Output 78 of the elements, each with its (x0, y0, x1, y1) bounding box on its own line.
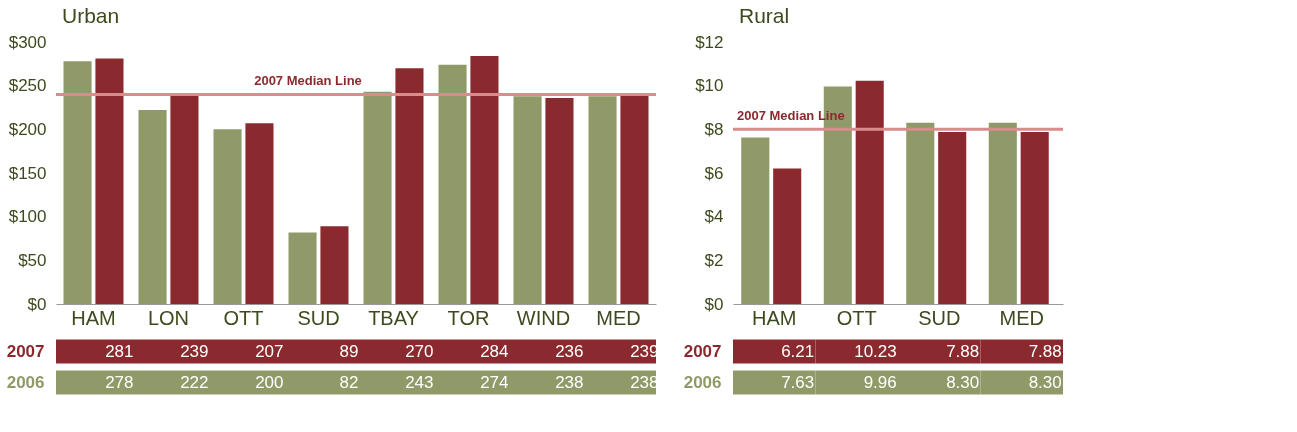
x-tick-label: LON (147, 306, 190, 329)
y-tick-label: $6 (704, 163, 724, 183)
data-label: 200 (255, 372, 284, 392)
bar (95, 58, 124, 304)
data-label: 8.30 (946, 372, 980, 392)
data-label: 82 (339, 372, 359, 392)
data-label: 238 (555, 372, 584, 392)
data-label: 284 (480, 341, 509, 361)
y-tick-label: $10 (695, 76, 724, 96)
y-tick-label: $4 (704, 207, 724, 227)
legend-label: 2007 (6, 341, 45, 361)
x-tick-label: MED (999, 306, 1044, 329)
bar (320, 226, 349, 304)
legend-label: 2006 (6, 372, 45, 392)
bar (938, 131, 967, 304)
chart-title: Urban (62, 4, 120, 27)
data-label: 10.23 (854, 341, 897, 361)
x-tick-label: SUD (297, 306, 340, 329)
y-tick-label: $150 (8, 163, 47, 183)
bar (438, 64, 467, 304)
y-tick-label: $50 (18, 250, 47, 270)
x-tick-label: TOR (447, 306, 490, 329)
bar (855, 80, 884, 304)
bar (245, 123, 274, 304)
data-label: 236 (555, 341, 584, 361)
ref-line-label: 2007 Median Line (254, 73, 362, 89)
x-tick-label: OTT (836, 306, 877, 329)
bar (545, 97, 574, 304)
data-label: 243 (405, 372, 434, 392)
y-tick-label: $100 (8, 207, 47, 227)
data-label: 239 (180, 341, 209, 361)
bar (363, 91, 392, 304)
data-label: 6.21 (781, 341, 815, 361)
y-tick-label: $0 (27, 294, 47, 314)
y-tick-label: $2 (704, 250, 724, 270)
x-tick-label: TBAY (368, 306, 419, 329)
data-label: 7.88 (1028, 341, 1062, 361)
data-label: 89 (339, 341, 359, 361)
bar (288, 232, 317, 304)
data-label: 278 (105, 372, 134, 392)
x-tick-label: HAM (71, 306, 116, 329)
y-tick-label: $300 (8, 32, 47, 52)
y-tick-label: $12 (695, 32, 724, 52)
bar (988, 122, 1017, 304)
bar (741, 137, 770, 304)
bar (620, 95, 649, 304)
data-label: 274 (480, 372, 509, 392)
y-tick-label: $0 (704, 294, 724, 314)
bar (588, 96, 617, 304)
x-tick-label: WIND (516, 306, 571, 329)
bar (1020, 131, 1049, 304)
legend-label: 2007 (683, 341, 722, 361)
y-tick-label: $250 (8, 76, 47, 96)
bar (773, 168, 802, 304)
x-tick-label: OTT (223, 306, 264, 329)
data-label: 222 (180, 372, 209, 392)
bar (63, 61, 92, 304)
bar (513, 96, 542, 304)
chart-title: Rural (739, 4, 790, 27)
bar (138, 110, 167, 304)
data-label: 270 (405, 341, 434, 361)
data-label: 8.30 (1028, 372, 1062, 392)
data-label: 7.63 (781, 372, 815, 392)
x-tick-label: HAM (752, 306, 797, 329)
data-label: 7.88 (946, 341, 980, 361)
y-tick-label: $8 (704, 119, 724, 139)
bar (213, 129, 242, 304)
bar (170, 95, 199, 304)
bar (470, 55, 499, 304)
data-label: 207 (255, 341, 284, 361)
y-tick-label: $200 (8, 119, 47, 139)
legend-label: 2006 (683, 372, 722, 392)
bar (395, 68, 424, 304)
x-tick-label: MED (596, 306, 641, 329)
x-tick-label: SUD (918, 306, 961, 329)
data-label: 281 (105, 341, 134, 361)
bar (906, 122, 935, 304)
data-label: 9.96 (863, 372, 897, 392)
